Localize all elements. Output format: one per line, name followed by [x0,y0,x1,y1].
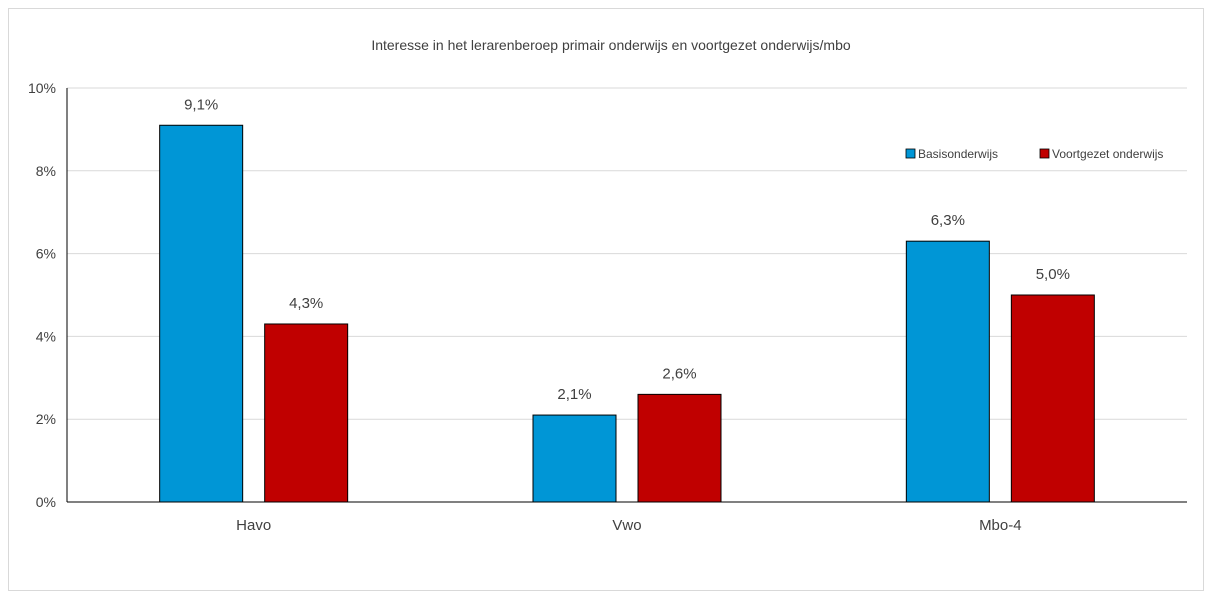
bar-voortgezet-onderwijs-havo [264,323,349,503]
gridlines [67,87,1187,420]
axes: 0% 2% 4% 6% 8% 10% Havo Vwo Mbo-4 [28,80,1187,534]
data-label: 6,3% [931,212,965,229]
bar-basisonderwijs-havo [159,124,244,503]
chart-title: Interesse in het lerarenberoep primair o… [371,37,851,53]
data-label: 2,6% [662,365,696,382]
legend-swatch [905,148,916,159]
y-tick-label: 10% [28,80,56,96]
bar-voortgezet-onderwijs-vwo [637,393,722,503]
legend: Basisonderwijs Voortgezet onderwijs [905,147,1163,161]
y-tick-label: 2% [36,411,56,427]
y-tick-label: 4% [36,328,56,344]
bars [159,124,1095,503]
x-category-label: Mbo-4 [979,517,1022,534]
bar-basisonderwijs-mbo-4 [905,240,990,503]
y-tick-label: 6% [36,246,56,262]
legend-label: Basisonderwijs [918,147,998,161]
x-category-label: Vwo [612,517,641,534]
y-tick-label: 0% [36,494,56,510]
data-label: 4,3% [289,295,323,312]
x-category-label: Havo [236,517,271,534]
data-label: 2,1% [557,386,591,403]
bar-voortgezet-onderwijs-mbo-4 [1010,294,1095,503]
y-tick-label: 8% [36,163,56,179]
data-labels: 9,1% 4,3% 2,1% 2,6% 6,3% 5,0% [184,96,1070,403]
data-label: 5,0% [1036,266,1070,283]
legend-label: Voortgezet onderwijs [1052,147,1163,161]
bar-basisonderwijs-vwo [532,414,617,503]
legend-swatch [1039,148,1050,159]
data-label: 9,1% [184,96,218,113]
